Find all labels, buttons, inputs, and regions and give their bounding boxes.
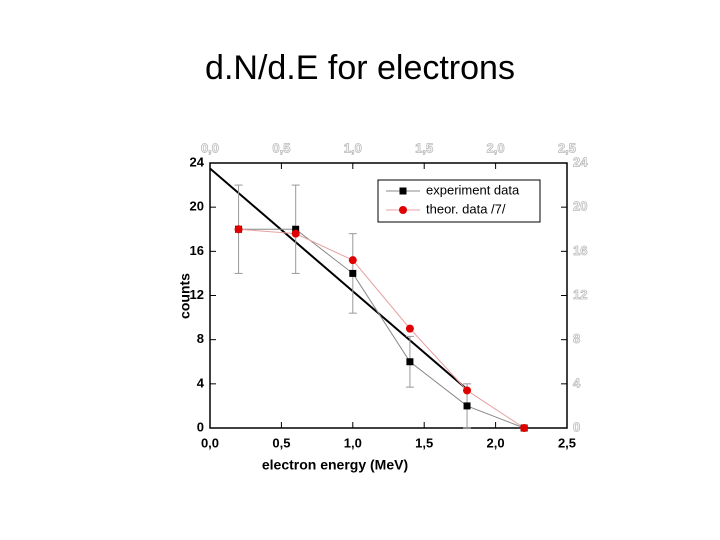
y-tick-label: 16 <box>190 243 204 258</box>
marker <box>292 225 300 233</box>
x-tick-label: 1,5 <box>415 435 433 450</box>
y-tick-label-right: 8 <box>573 331 580 346</box>
legend-box <box>377 179 541 223</box>
marker <box>520 424 529 432</box>
x-tick-label: 2,0 <box>487 435 505 450</box>
marker <box>406 358 414 366</box>
marker <box>348 256 357 265</box>
marker <box>405 324 414 333</box>
x-tick-label-top: 1,0 <box>344 140 362 155</box>
x-axis-label: electron energy (MeV) <box>262 457 408 473</box>
y-tick-label: 24 <box>190 154 205 169</box>
y-tick-label-right: 20 <box>573 199 587 214</box>
y-tick-label: 20 <box>190 199 204 214</box>
y-tick-label-right: 0 <box>573 419 580 434</box>
legend-marker <box>399 187 407 195</box>
x-tick-label: 0,0 <box>201 435 219 450</box>
y-tick-label: 12 <box>190 287 204 302</box>
legend-marker <box>399 206 407 214</box>
y-tick-label-right: 4 <box>573 375 581 390</box>
x-tick-label-top: 0,0 <box>201 140 219 155</box>
y-tick-label-right: 12 <box>573 287 587 302</box>
legend-label: theor. data /7/ <box>426 201 506 216</box>
y-tick-label-right: 16 <box>573 243 587 258</box>
y-tick-label: 8 <box>197 331 204 346</box>
x-tick-label-top: 2,5 <box>558 140 576 155</box>
y-axis-label: counts <box>177 273 193 319</box>
marker <box>291 229 300 238</box>
x-tick-label-top: 1,5 <box>415 140 433 155</box>
marker <box>234 225 243 234</box>
y-tick-label: 0 <box>197 419 204 434</box>
x-tick-label: 1,0 <box>344 435 362 450</box>
x-tick-label: 0,5 <box>272 435 290 450</box>
x-tick-label: 2,5 <box>558 435 576 450</box>
y-tick-label-right: 24 <box>573 154 588 169</box>
series-line <box>238 228 525 429</box>
chart-title: d.N/d.E for electrons <box>205 49 515 87</box>
series-line <box>238 228 525 429</box>
marker <box>349 269 357 277</box>
x-tick-label-top: 2,0 <box>487 140 505 155</box>
x-tick-label-top: 0,5 <box>272 140 290 155</box>
marker <box>463 386 472 395</box>
y-tick-label: 4 <box>197 375 205 390</box>
marker <box>463 402 471 410</box>
legend-label: experiment data <box>426 182 520 197</box>
fit-line <box>209 167 468 391</box>
